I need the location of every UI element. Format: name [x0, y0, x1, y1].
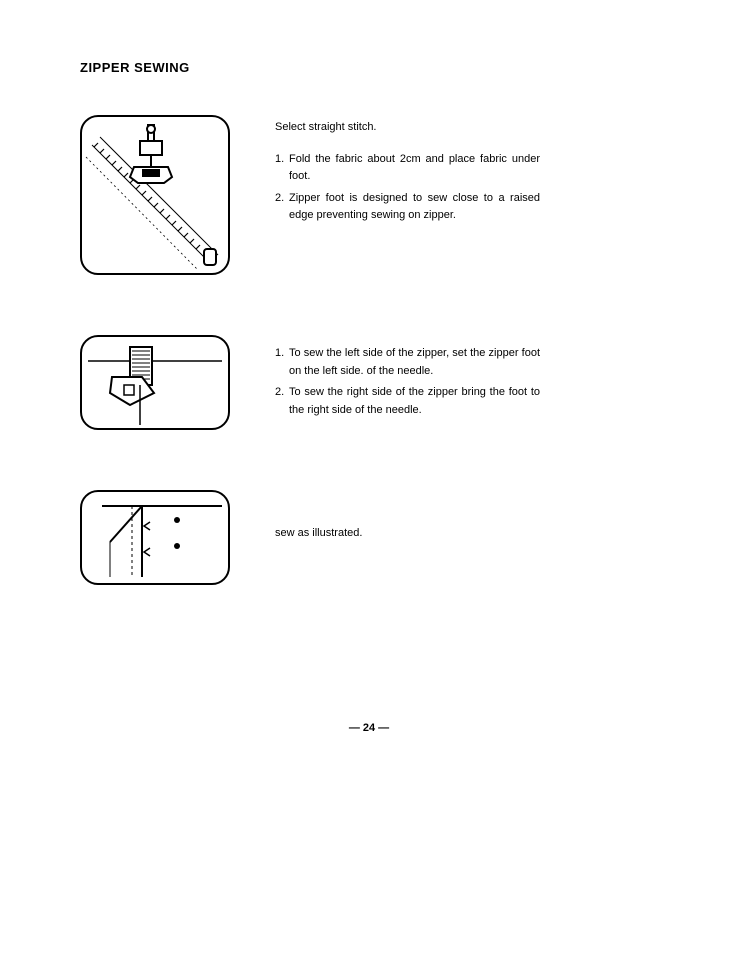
- foot-topview-illustration: [82, 337, 228, 428]
- section-1-text: Select straight stitch. 1. Fold the fabr…: [275, 115, 540, 229]
- sew-corner-illustration: [82, 492, 228, 583]
- sew-text: sew as illustrated.: [275, 525, 362, 543]
- zipper-diagonal-illustration: [82, 117, 228, 273]
- list-text: To sew the left side of the zipper, set …: [289, 345, 540, 380]
- page-number: — 24 —: [0, 722, 738, 734]
- list-item-2: 2. Zipper foot is designed to sew close …: [275, 190, 540, 225]
- list-item-1: 1. To sew the left side of the zipper, s…: [275, 345, 540, 380]
- intro-text: Select straight stitch.: [275, 119, 540, 137]
- figure-3-sew-illustrated: [80, 490, 230, 585]
- figure-1-zipper-diagonal: [80, 115, 230, 275]
- section-2: 1. To sew the left side of the zipper, s…: [80, 335, 658, 430]
- figure-2-foot-topview: [80, 335, 230, 430]
- list-number: 1.: [275, 151, 289, 186]
- list-item-1: 1. Fold the fabric about 2cm and place f…: [275, 151, 540, 186]
- list-number: 2.: [275, 190, 289, 225]
- section-2-text: 1. To sew the left side of the zipper, s…: [275, 335, 540, 423]
- list-number: 1.: [275, 345, 289, 380]
- list-text: Fold the fabric about 2cm and place fabr…: [289, 151, 540, 186]
- section-3-text: sew as illustrated.: [275, 490, 362, 543]
- section-1: Select straight stitch. 1. Fold the fabr…: [80, 115, 658, 275]
- list-text: To sew the right side of the zipper brin…: [289, 384, 540, 419]
- list-text: Zipper foot is designed to sew close to …: [289, 190, 540, 225]
- section-3: sew as illustrated.: [80, 490, 658, 585]
- page-title: ZIPPER SEWING: [80, 60, 658, 75]
- list-number: 2.: [275, 384, 289, 419]
- list-item-2: 2. To sew the right side of the zipper b…: [275, 384, 540, 419]
